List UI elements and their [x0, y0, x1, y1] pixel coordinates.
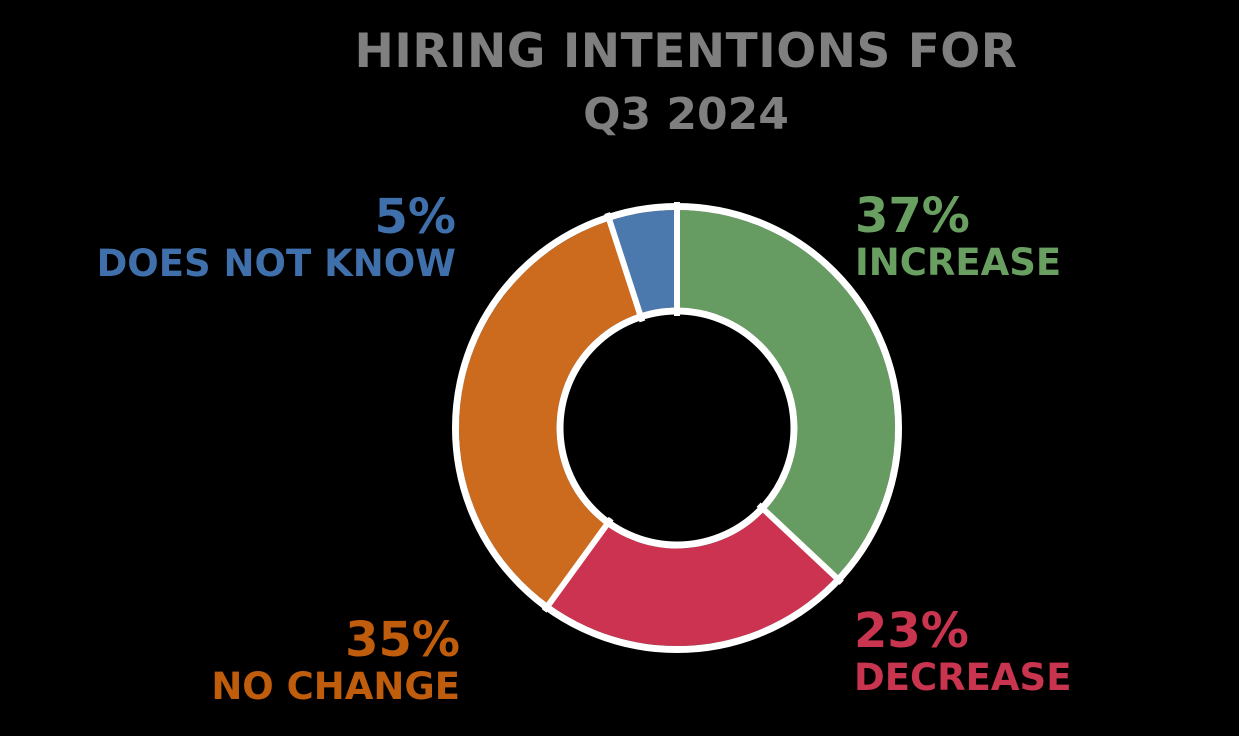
- segment-label-no-change: 35% NO CHANGE: [211, 613, 460, 707]
- donut-segment-increase: [677, 210, 895, 578]
- donut-outer-ring: [452, 203, 902, 653]
- donut-chart: [452, 202, 902, 653]
- segment-name-decrease: DECREASE: [854, 656, 1072, 699]
- donut-segment-no-change: [459, 220, 640, 605]
- donut-segment-does-not-know: [609, 210, 677, 314]
- segment-pct-decrease: 23%: [854, 603, 969, 659]
- segment-label-decrease: 23% DECREASE: [854, 604, 1071, 698]
- chart-title-line2: Q3 2024: [583, 89, 789, 140]
- donut-segment-divider: [756, 502, 844, 585]
- segment-pct-does-not-know: 5%: [374, 189, 457, 245]
- chart-title-line1: HIRING INTENTIONS FOR: [354, 24, 1018, 79]
- segment-pct-increase: 37%: [855, 188, 970, 244]
- segment-label-does-not-know: 5% DOES NOT KNOW: [97, 190, 456, 284]
- segment-label-increase: 37% INCREASE: [855, 189, 1061, 283]
- donut-segment-divider: [604, 212, 646, 323]
- donut-chart-container: [442, 193, 912, 663]
- donut-segment-divider: [541, 516, 614, 613]
- donut-inner-ring: [556, 307, 798, 549]
- segment-pct-no-change: 35%: [345, 612, 460, 668]
- donut-segment-decrease: [548, 510, 836, 646]
- segment-name-increase: INCREASE: [855, 241, 1062, 284]
- segment-name-does-not-know: DOES NOT KNOW: [96, 242, 456, 285]
- segment-name-no-change: NO CHANGE: [211, 665, 460, 708]
